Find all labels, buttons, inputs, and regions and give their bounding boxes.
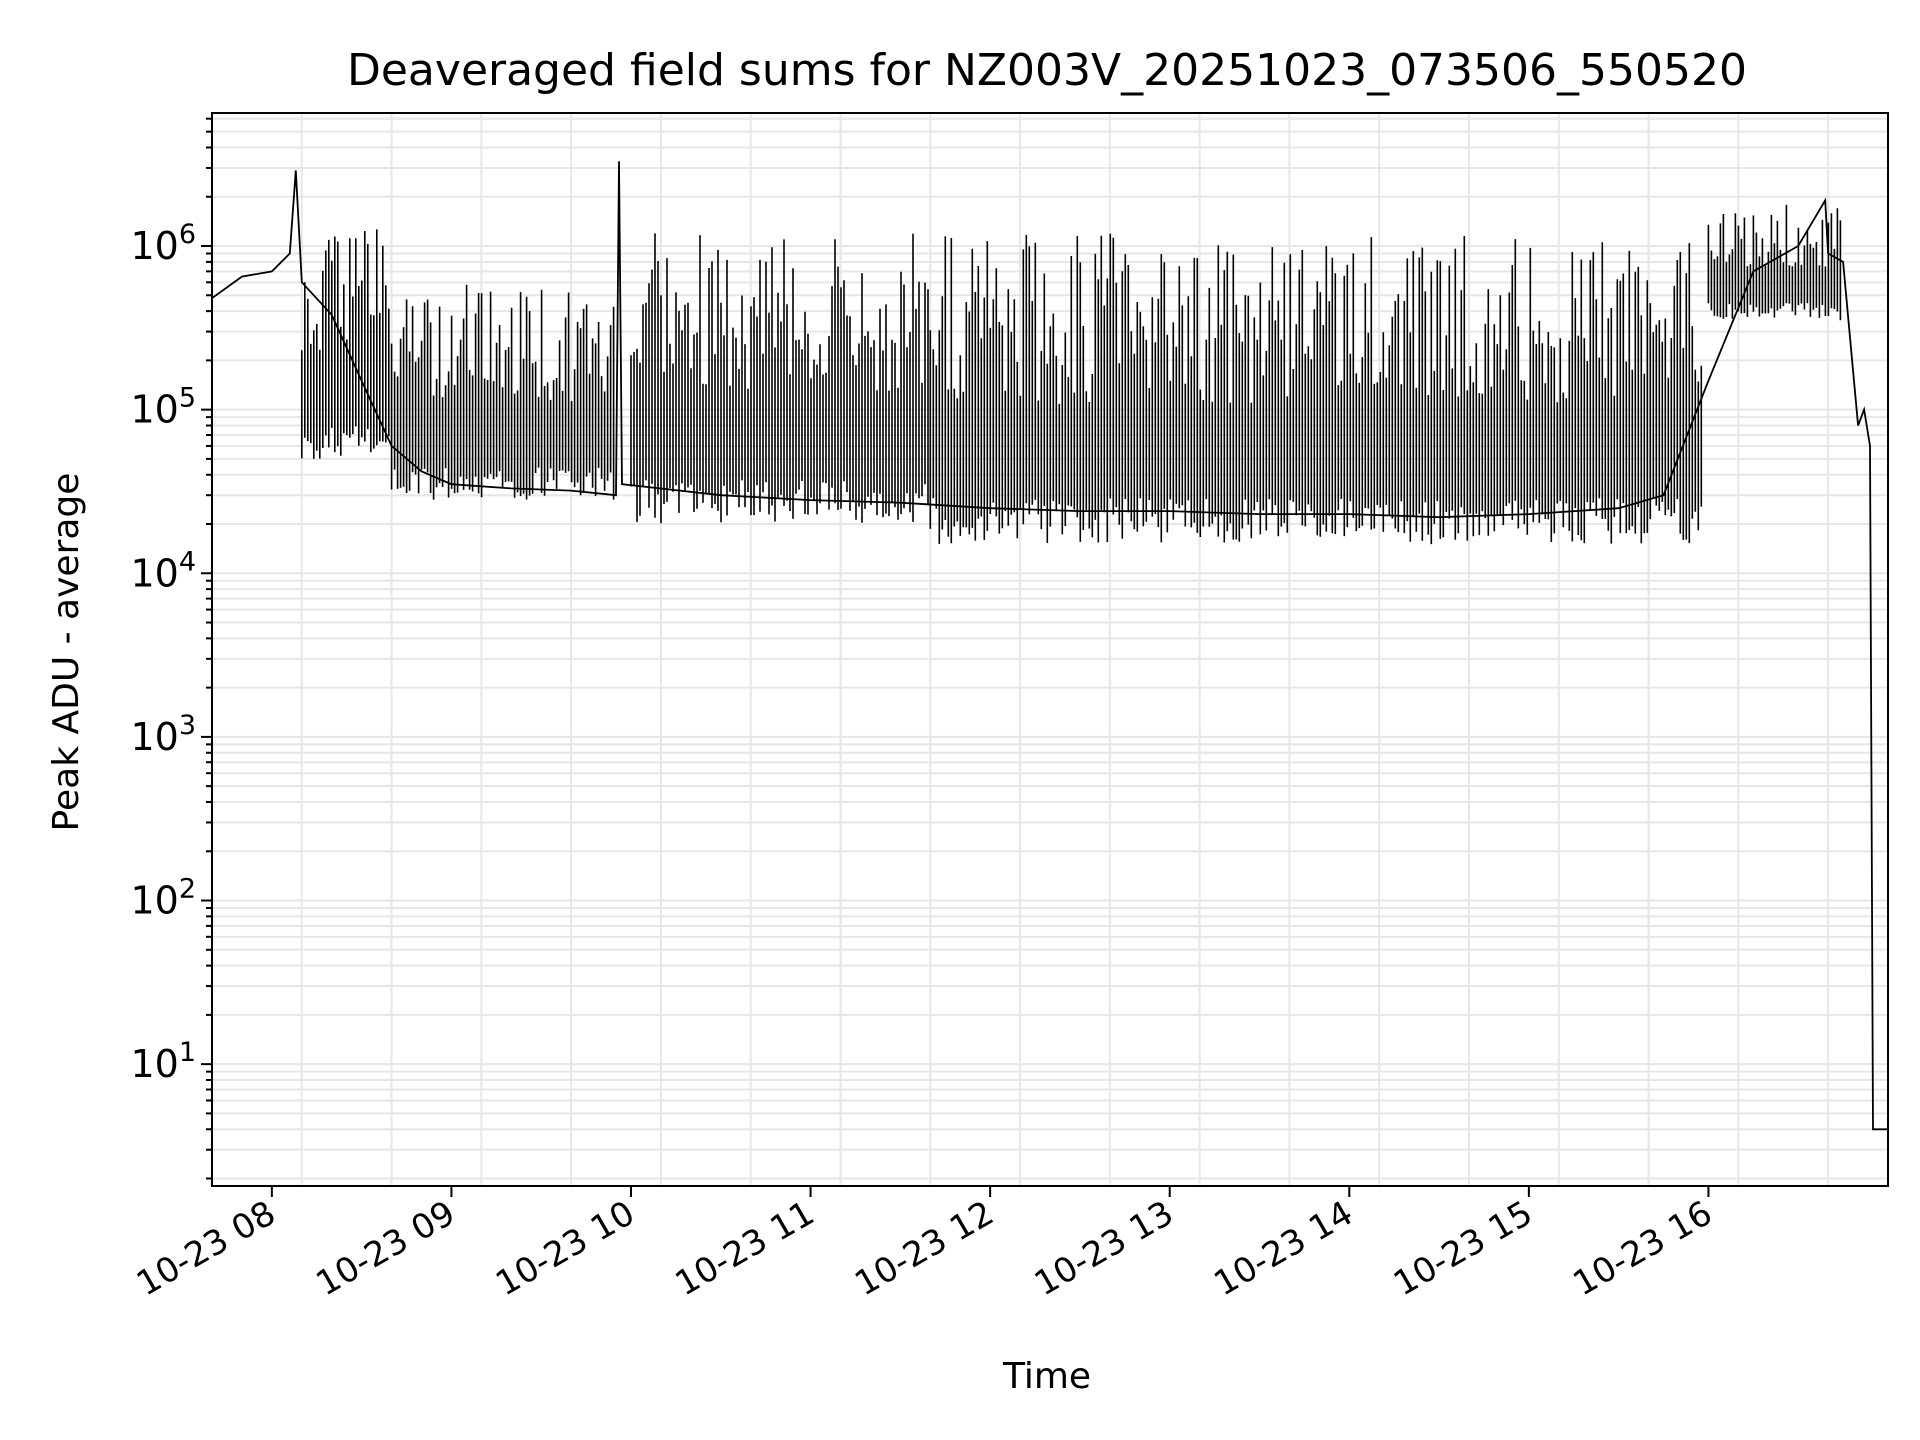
x-axis-label: Time <box>1002 1356 1091 1397</box>
y-tick-label: 104 <box>130 546 196 595</box>
y-axis-label: Peak ADU - average <box>46 473 87 832</box>
series-envelope <box>929 233 1703 545</box>
y-tick-label: 102 <box>130 874 196 923</box>
series-line <box>211 161 1888 1131</box>
y-tick-label: 101 <box>130 1037 196 1086</box>
grid <box>211 113 1888 1186</box>
y-tick-label: 103 <box>130 710 196 759</box>
y-tick-label: 106 <box>130 219 196 268</box>
y-tick-label: 105 <box>130 383 196 432</box>
chart-title: Deaveraged field sums for NZ003V_2025102… <box>347 45 1747 96</box>
series-envelope <box>1707 204 1842 321</box>
series-envelope <box>630 233 929 524</box>
plot-frame <box>211 112 1889 1187</box>
series-envelope <box>301 229 390 459</box>
series-envelope <box>390 284 615 500</box>
series-layer <box>211 161 1888 1131</box>
